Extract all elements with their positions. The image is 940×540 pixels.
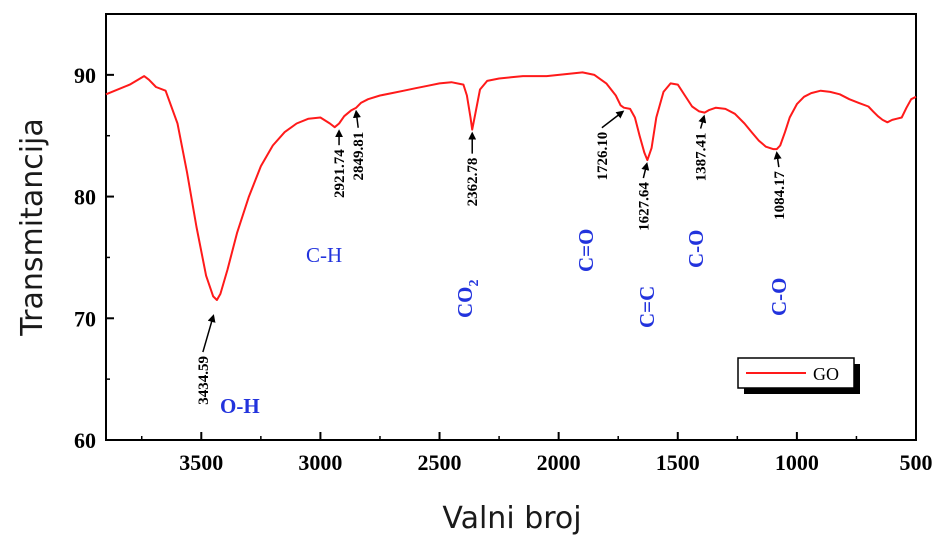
group-label-oh: O-H (220, 394, 260, 418)
series-line-go (105, 71, 917, 301)
y-tick-label: 90 (74, 63, 96, 88)
peak-arrow (773, 151, 782, 168)
peak-arrow (641, 162, 650, 179)
y-tick-label: 70 (74, 306, 96, 331)
peak-label: 3434.59 (196, 356, 212, 405)
group-label-c-c-double: C=C (635, 286, 659, 328)
y-tick-label: 60 (74, 428, 96, 453)
group-label-c-o-1: C-O (684, 230, 708, 269)
peak-label: 2921.74 (332, 149, 348, 198)
peak-label: 1387.41 (694, 133, 710, 182)
peak-label: 1084.17 (772, 171, 788, 220)
group-label-co2: CO2 (453, 280, 482, 319)
y-axis-ticks: 60 70 80 90 (74, 63, 114, 453)
x-tick-label: 1000 (775, 450, 819, 475)
legend: GO (737, 357, 860, 394)
x-tick-label: 1500 (656, 450, 700, 475)
peak-arrow (202, 314, 216, 353)
group-labels: O-H C-H CO2 C=O C=C C-O C-O (220, 229, 791, 418)
group-label-c-o-2: C-O (767, 278, 791, 317)
y-tick-label: 80 (74, 185, 96, 210)
y-axis-title: Transmitancija (15, 118, 50, 337)
group-label-ch: C-H (306, 243, 342, 267)
peak-label: 2849.81 (351, 132, 367, 181)
plot-frame (105, 13, 917, 441)
x-axis-ticks: 3500 3000 2500 2000 1500 1000 500 (140, 432, 933, 475)
x-tick-label: 2000 (537, 450, 581, 475)
peak-label: 2362.78 (465, 158, 481, 207)
legend-label-go: GO (813, 364, 839, 384)
peak-label: 1726.10 (595, 132, 611, 181)
x-tick-label: 3000 (298, 450, 342, 475)
group-label-c-o-double: C=O (574, 229, 598, 272)
peak-arrow (352, 109, 361, 128)
x-tick-label: 500 (900, 450, 933, 475)
series-layer (105, 71, 917, 301)
peak-arrow (698, 114, 707, 129)
x-tick-label: 3500 (179, 450, 223, 475)
peak-annotations: 3434.59 2921.74 2849.81 2362.78 1726.10 1627.… (196, 109, 788, 405)
peak-label: 1627.64 (636, 182, 652, 231)
peak-arrow (601, 110, 625, 129)
x-tick-label: 2500 (418, 450, 462, 475)
x-axis-title: Valni broj (442, 501, 581, 536)
